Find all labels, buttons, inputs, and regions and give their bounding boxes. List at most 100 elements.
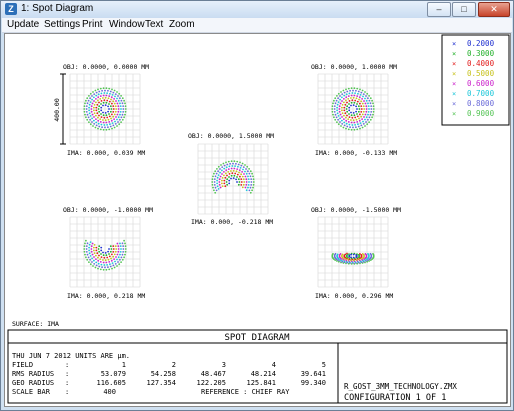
spot-ray (245, 168, 247, 170)
spot-ray (102, 121, 105, 124)
spot-ray (99, 118, 102, 120)
spot-ray (363, 108, 366, 110)
spot-ray (117, 95, 119, 97)
spot-ray (339, 98, 341, 101)
spot-ray (242, 168, 244, 171)
spot-ray (365, 108, 368, 110)
spot-ray (357, 254, 360, 256)
spot-ray (345, 122, 348, 125)
spot-ray (98, 101, 100, 104)
spot-ray (113, 89, 116, 92)
spot-ray (93, 100, 95, 102)
spot-ray (124, 250, 127, 253)
spot-ray (364, 91, 366, 93)
close-button[interactable]: ✕ (478, 2, 510, 17)
spot-ray (102, 119, 104, 121)
spot-ray (245, 183, 248, 186)
spot-ray (110, 248, 113, 250)
spot-ray (368, 116, 371, 119)
legend-entry: 0.9000 (467, 109, 495, 118)
maximize-button[interactable]: □ (452, 2, 476, 17)
title-bar[interactable]: Z 1: Spot Diagram – □ ✕ (1, 1, 513, 18)
menu-window[interactable]: Window (109, 19, 145, 30)
spot-ray (221, 169, 223, 172)
spot-ray (241, 162, 244, 165)
spot-ray (333, 108, 336, 110)
spot-ray (120, 108, 122, 110)
spot-ray (343, 91, 346, 94)
menu-settings[interactable]: Settings (44, 19, 81, 30)
spot-ray (104, 259, 107, 262)
spot-ray (211, 181, 214, 183)
spot-ray (358, 108, 361, 110)
spot-ray (95, 109, 98, 112)
spot-ray (343, 106, 346, 109)
spot-ray (247, 178, 250, 181)
field-label: FIELD (12, 361, 33, 369)
spot-ray (114, 105, 117, 108)
spot-ray (114, 245, 117, 248)
spot-ray (239, 161, 241, 164)
menu-print[interactable]: Print (82, 19, 103, 30)
spot-ray (112, 111, 115, 113)
spot-ray (219, 175, 222, 178)
spot-ray (240, 184, 243, 186)
spot-ray (363, 116, 365, 118)
spot-ray (97, 248, 100, 250)
spot-ray (83, 248, 86, 250)
spot-ray (365, 116, 368, 119)
spot-ray (337, 115, 340, 117)
spot-ray (248, 189, 251, 192)
spot-ray (93, 119, 95, 122)
legend-entry: 0.8000 (467, 99, 495, 108)
menu-text[interactable]: Text (145, 19, 164, 30)
spot-ray (252, 183, 255, 186)
spot-ray (242, 178, 245, 181)
spot-grid (69, 216, 141, 288)
spot-ray (212, 186, 214, 189)
spot-ray (249, 175, 252, 178)
spot-ray (353, 128, 356, 131)
spot-ray (113, 126, 116, 129)
spot-ray (367, 111, 370, 113)
spot-ray (369, 97, 372, 100)
rms-3: 48.467 (201, 370, 226, 378)
spot-ray (85, 116, 87, 119)
spot-ray (337, 101, 340, 103)
spot-ray (218, 181, 221, 183)
spot-ray (111, 94, 114, 96)
spot-ray (350, 97, 352, 99)
spot-ray (333, 116, 335, 119)
spot-grid (317, 73, 389, 145)
spot-ray (238, 169, 241, 172)
spot-ray (89, 92, 92, 95)
spot-ray (113, 258, 115, 260)
menu-update[interactable]: Update (7, 19, 40, 30)
spot-ray (360, 91, 363, 94)
spot-pattern (331, 252, 375, 265)
menu-zoom[interactable]: Zoom (169, 19, 195, 30)
spot-ray (230, 174, 233, 177)
spot-ray (228, 179, 231, 182)
spot-ray (231, 172, 234, 175)
spot-ray (102, 254, 105, 257)
spot-ray (361, 102, 364, 105)
spot-ray (116, 253, 119, 256)
spot-ray (117, 248, 120, 250)
spot-ray (96, 252, 99, 255)
spot-ray (107, 105, 109, 108)
spot-ray (357, 92, 359, 95)
spot-ray (350, 119, 352, 121)
spot-ray (89, 258, 91, 261)
spot-ray (90, 248, 93, 250)
spot-ray (355, 259, 358, 261)
spot-ray (95, 101, 97, 104)
spot-ray (346, 101, 348, 104)
spot-ray (344, 112, 347, 115)
spot-ray (354, 124, 356, 126)
spot-ray (235, 170, 238, 173)
spot-ray (108, 95, 111, 97)
minimize-button[interactable]: – (427, 2, 451, 17)
spot-5-ima-label: IMA: 0.000, 0.296 MM (315, 292, 393, 300)
spot-ray (244, 186, 247, 189)
